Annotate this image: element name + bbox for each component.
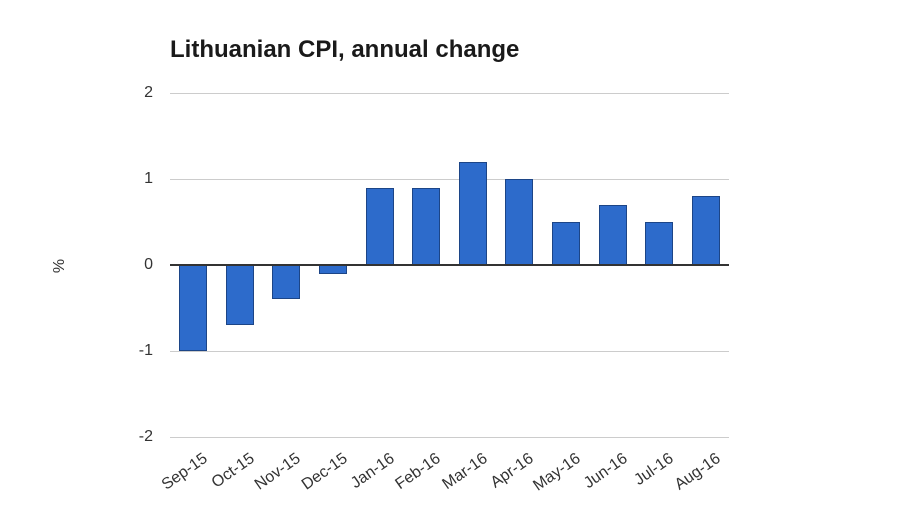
bar-Oct-15[interactable] — [225, 265, 254, 326]
bar-Feb-16[interactable] — [412, 187, 441, 265]
bar-Nov-15[interactable] — [272, 265, 301, 300]
gridline-y-1 — [170, 351, 729, 352]
chart-title: Lithuanian CPI, annual change — [170, 36, 520, 63]
y-axis-title: % — [51, 258, 68, 274]
y-tick-label-0: 0 — [144, 256, 153, 273]
bar-May-16[interactable] — [551, 222, 580, 265]
bar-Jul-16[interactable] — [645, 222, 674, 265]
gridline-y2 — [170, 93, 729, 94]
gridline-y1 — [170, 179, 729, 180]
bar-Apr-16[interactable] — [505, 179, 534, 265]
bar-Mar-16[interactable] — [458, 161, 487, 265]
bar-Jan-16[interactable] — [365, 187, 394, 265]
plot-area — [170, 93, 729, 438]
bar-Dec-15[interactable] — [319, 265, 348, 274]
gridline-y-2 — [170, 437, 729, 438]
y-tick-label--1: -1 — [138, 342, 153, 359]
x-baseline — [170, 264, 729, 266]
y-tick-label-2: 2 — [144, 84, 153, 101]
bar-Aug-16[interactable] — [691, 196, 720, 265]
bar-Sep-15[interactable] — [179, 265, 208, 351]
y-tick-label-1: 1 — [144, 170, 153, 187]
bar-Jun-16[interactable] — [598, 204, 627, 265]
y-tick-label--2: -2 — [138, 428, 153, 445]
